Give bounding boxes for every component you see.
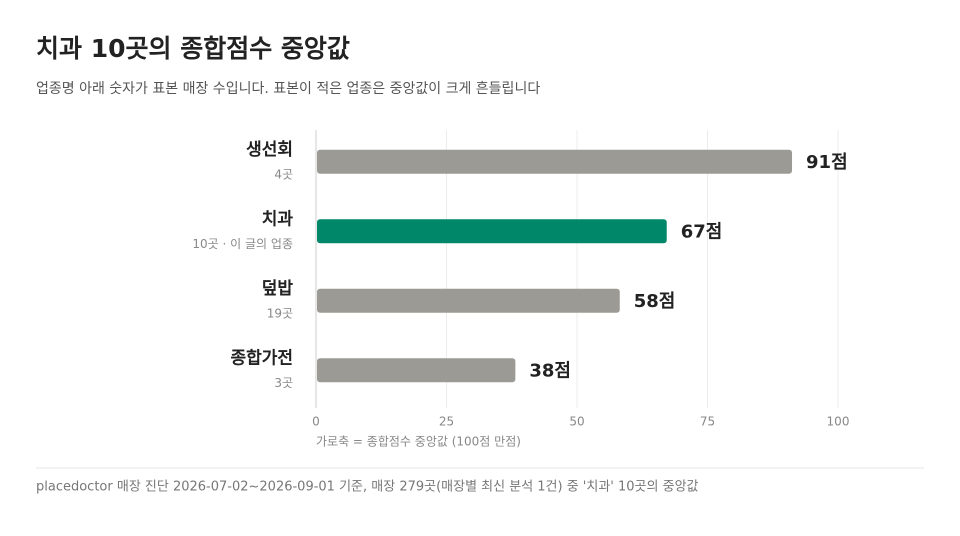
category-note: 3곳 — [274, 376, 293, 390]
x-axis-label: 가로축 = 종합점수 중앙값 (100점 만점) — [316, 435, 521, 449]
x-tick-label: 75 — [700, 415, 715, 429]
category-note: 19곳 — [267, 306, 293, 320]
source-note: placedoctor 매장 진단 2026-07-02~2026-09-01 … — [36, 480, 699, 495]
category-label: 종합가전 — [230, 347, 293, 368]
x-tick-label: 0 — [312, 415, 320, 429]
value-label: 67점 — [681, 221, 723, 242]
bar — [317, 288, 620, 313]
category-note: 4곳 — [274, 167, 293, 181]
value-label: 38점 — [529, 360, 571, 381]
value-label: 91점 — [806, 152, 848, 173]
x-tick-label: 50 — [569, 415, 584, 429]
category-label: 생선회 — [246, 140, 293, 160]
bar — [317, 149, 793, 174]
category-label: 치과 — [262, 209, 294, 229]
category-note: 10곳 · 이 글의 업종 — [192, 237, 293, 251]
value-label: 58점 — [634, 291, 676, 312]
chart-subtitle: 업종명 아래 숫자가 표본 매장 수입니다. 표본이 적은 업종은 중앙값이 크… — [36, 81, 540, 97]
bar — [317, 358, 516, 383]
chart-title: 치과 10곳의 종합점수 중앙값 — [36, 34, 350, 63]
x-tick-label: 100 — [827, 415, 850, 429]
category-label: 덮밥 — [262, 279, 294, 299]
x-tick-label: 25 — [439, 415, 454, 429]
bar — [317, 219, 667, 244]
